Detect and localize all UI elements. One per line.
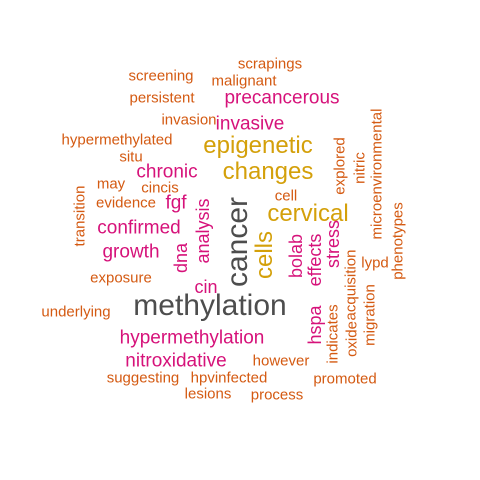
word-invasive: invasive [215,113,285,135]
word-cell: cell [274,187,298,205]
word-cancer: cancer [221,196,254,288]
word-invasion: invasion [161,111,217,129]
word-screening: screening [128,67,194,85]
word-may: may [96,175,126,193]
word-scrapings: scrapings [237,55,303,73]
word-cervical: cervical [267,200,349,227]
word-indicates: indicates [324,304,342,364]
word-phenotypes: phenotypes [389,202,407,280]
word-migration: migration [361,284,379,346]
word-situ: situ [119,148,143,166]
word-cells: cells [251,230,278,280]
word-hypermethylation: hypermethylation [119,327,265,349]
word-promoted: promoted [313,370,377,388]
word-bolab: bolab [286,233,306,279]
word-effects: effects [305,233,325,287]
word-dna: dna [171,242,191,274]
word-methylation: methylation [133,289,287,322]
word-nitric: nitric [351,152,369,184]
word-epigenetic: epigenetic [203,132,313,159]
word-microenvironmental: microenvironmental [368,108,386,240]
word-nitroxidative: nitroxidative [125,350,227,372]
word-hspa: hspa [305,305,325,345]
word-hypermethylated: hypermethylated [61,131,173,149]
word-chronic: chronic [136,161,198,183]
word-precancerous: precancerous [224,87,340,109]
word-fgf: fgf [165,192,187,214]
word-lesions: lesions [184,385,232,403]
word-analysis: analysis [193,198,213,264]
word-cin: cin [194,277,218,297]
word-malignant: malignant [211,72,277,90]
word-process: process [250,386,304,404]
word-confirmed: confirmed [97,217,181,239]
word-oxide: oxide [343,321,361,357]
word-hpvinfected: hpvinfected [190,369,268,387]
word-however: however [252,352,310,370]
word-explored: explored [331,137,349,195]
word-transition: transition [71,185,89,247]
word-growth: growth [102,241,160,263]
word-persistent: persistent [129,89,195,107]
word-evidence: evidence [95,194,157,212]
word-acquisition: acquisition [342,249,360,321]
word-cincis: cincis [141,179,179,197]
word-changes: changes [222,158,314,185]
word-exposure: exposure [90,269,152,287]
word-stress: stress [323,219,343,269]
word-lypd: lypd [361,254,389,272]
word-suggesting: suggesting [106,369,180,387]
word-underlying: underlying [41,303,111,321]
